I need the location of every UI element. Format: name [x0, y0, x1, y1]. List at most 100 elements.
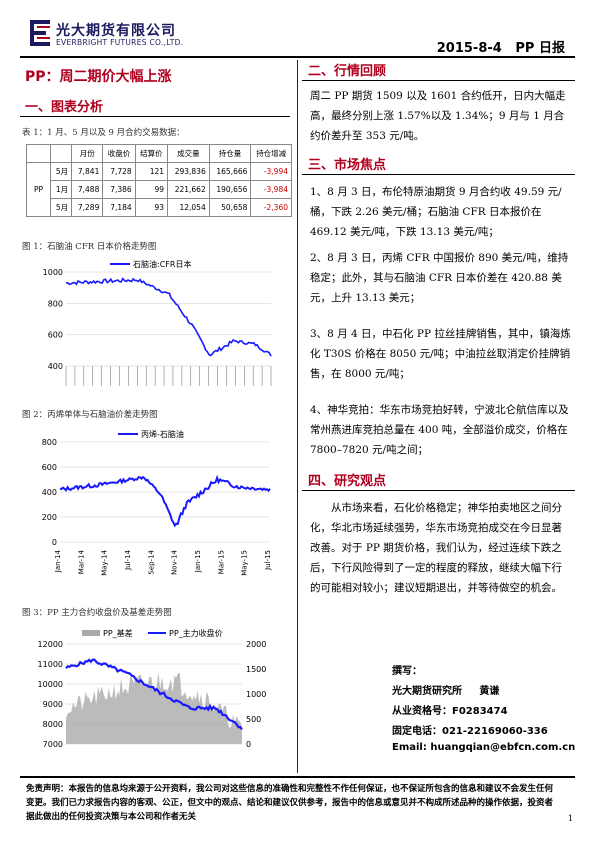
y-tick-label: 12000: [38, 640, 63, 649]
y-tick-label: 9000: [43, 700, 63, 709]
col-header: 成交量: [167, 144, 210, 163]
report-title: PP：周二期价大幅上涨: [25, 69, 172, 85]
y-tick-label: 0: [52, 538, 57, 547]
cell: 165,666: [208, 162, 252, 181]
cell: -2,360: [250, 198, 292, 217]
section-chart-analysis: 一、图表分析: [25, 100, 104, 115]
header-divider: [20, 56, 575, 58]
col-header: 月份: [71, 144, 104, 163]
research-view-text: 从市场来看，石化价格稳定；神华拍卖地区之间分化，华北市场延续强势，华东市场竞拍成…: [310, 502, 562, 594]
fig3-caption: 图 3：PP 主力合约收盘价及基差走势图: [22, 608, 172, 618]
y-tick-label: 7000: [43, 740, 63, 749]
cell: 7,488: [71, 180, 104, 199]
author-name: 黄谦: [479, 686, 500, 697]
table-header-row: 月份 收盘价 结算价 成交量 持仓量 持仓增减: [26, 144, 292, 163]
company-name-cn: 光大期货有限公司: [56, 23, 176, 39]
x-tick-label: Jul-14: [124, 549, 132, 570]
y-tick-label: 400: [48, 362, 63, 371]
page-number: 1: [567, 814, 573, 823]
table-row: 5月 7,289 7,184 93 12,054 50,658 -2,360: [27, 198, 292, 217]
cell: 7,841: [71, 162, 104, 181]
y-tick-label: 800: [48, 299, 63, 308]
x-tick-label: May-15: [241, 550, 249, 576]
y-tick-label: 600: [42, 463, 57, 472]
y-tick-label: 1000: [43, 268, 63, 277]
spread-chart: 0 200 400 600 800 丙烯-石脑油 Jan-14 Mar-14 May-14 Jul…: [42, 429, 272, 576]
table-caption: 表 1：1 月、5 月以及 9 月合约交易数据：: [22, 128, 185, 138]
cell: 50,658: [208, 198, 252, 217]
col-header: 收盘价: [102, 144, 136, 163]
x-tick-label: Jan-14: [54, 549, 62, 573]
series-line: [65, 277, 272, 357]
cell: 7,386: [102, 180, 136, 199]
y2-tick-label: 500: [246, 715, 261, 724]
fig1-caption: 图 1：石脑油 CFR 日本价格走势图: [22, 242, 157, 252]
section-divider: [302, 80, 575, 81]
column-divider: [297, 60, 298, 773]
section-market-review: 二、行情回顾: [308, 64, 387, 79]
section-research-view: 四、研究观点: [308, 474, 387, 489]
disclaimer: 免责声明：本报告的信息均来源于公开资料，我公司对这些信息的准确性和完整性不作任何…: [26, 784, 554, 822]
fig2-caption: 图 2：丙烯单体与石脑油价差走势图: [22, 410, 158, 420]
company-logo: [30, 20, 52, 46]
report-type: PP 日报: [515, 41, 565, 56]
focus-item: 4、神华竞拍：华东市场竞拍好转，宁波北仑航信库以及常州燕进库竞拍总量在 400 …: [310, 404, 569, 456]
y2-tick-label: 0: [246, 740, 251, 749]
author-label: 撰写：: [392, 666, 422, 677]
y-tick-label: 600: [48, 331, 63, 340]
y-tick-label: 800: [42, 438, 57, 447]
section-divider: [302, 174, 575, 175]
y-tick-label: 200: [42, 513, 57, 522]
legend-label: 石脑油:CFR日本: [133, 259, 191, 269]
focus-item: 1、8 月 3 日，布伦特原油期货 9 月合约收 49.59 元/桶，下跌 2.…: [310, 186, 562, 238]
cell: 7,184: [102, 198, 136, 217]
section-market-focus: 三、市场焦点: [308, 158, 387, 173]
contract-table: 月份 收盘价 结算价 成交量 持仓量 持仓增减 PP 5月 7,841 7,728 121 293,…: [26, 144, 292, 217]
cell: 12,054: [167, 198, 210, 217]
phone-number: 固定电话：021-22169060-336: [392, 726, 548, 737]
email-address[interactable]: Email: huangqian@ebfcn.com.cn: [392, 742, 576, 753]
author-line: 光大期货研究所 黄谦: [392, 682, 499, 697]
section-divider: [20, 116, 290, 117]
cell: 5月: [49, 198, 73, 217]
cell: -3,984: [250, 180, 292, 199]
legend-swatch: [82, 630, 100, 636]
col-header: 持仓量: [208, 144, 252, 163]
x-tick-label: Nov-14: [171, 549, 179, 574]
cell: 190,656: [208, 180, 252, 199]
cell: 99: [134, 180, 169, 199]
y-tick-label: 8000: [43, 720, 63, 729]
author-org: 光大期货研究所: [392, 686, 462, 697]
license-number: 从业资格号：F0283474: [392, 706, 508, 717]
report-header-right: 2015-8-4 PP 日报: [437, 37, 565, 56]
table-row: PP 5月 7,841 7,728 121 293,836 165,666 -3,994: [26, 162, 292, 217]
cell: 7,289: [71, 198, 104, 217]
y-tick-label: 11000: [38, 660, 63, 669]
col-header: [49, 144, 73, 163]
cell: 1月: [49, 180, 73, 199]
series-line: [65, 658, 243, 731]
basis-area: [66, 672, 242, 744]
footer-frame: [20, 776, 575, 826]
x-tick-label: Sep-14: [147, 549, 155, 574]
x-tick-label: Mar-15: [217, 550, 225, 574]
cell: 121: [134, 162, 169, 181]
x-tick-label: Mar-14: [77, 549, 85, 574]
cell: -3,994: [250, 162, 292, 181]
y2-tick-label: 2000: [246, 640, 266, 649]
cell: 5月: [49, 162, 73, 181]
company-name-en: EVERBRIGHT FUTURES CO.,LTD.: [56, 38, 184, 47]
x-tick-label: May-14: [101, 549, 109, 575]
legend-label: 丙烯-石脑油: [141, 429, 184, 439]
x-tick-label: Jul-15: [264, 550, 272, 571]
cell: 93: [134, 198, 169, 217]
market-review-text: 周二 PP 期货 1509 以及 1601 合约低开，日内大幅走高，最终分别上涨…: [310, 90, 566, 142]
y2-tick-label: 1500: [246, 665, 266, 674]
cell: 293,836: [167, 162, 210, 181]
legend-label: PP_基差: [103, 628, 133, 638]
y-tick-label: 400: [42, 488, 57, 497]
col-header: 结算价: [134, 144, 169, 163]
section-divider: [302, 490, 575, 491]
y-tick-label: 10000: [38, 680, 63, 689]
col-header: 持仓增减: [250, 144, 292, 163]
